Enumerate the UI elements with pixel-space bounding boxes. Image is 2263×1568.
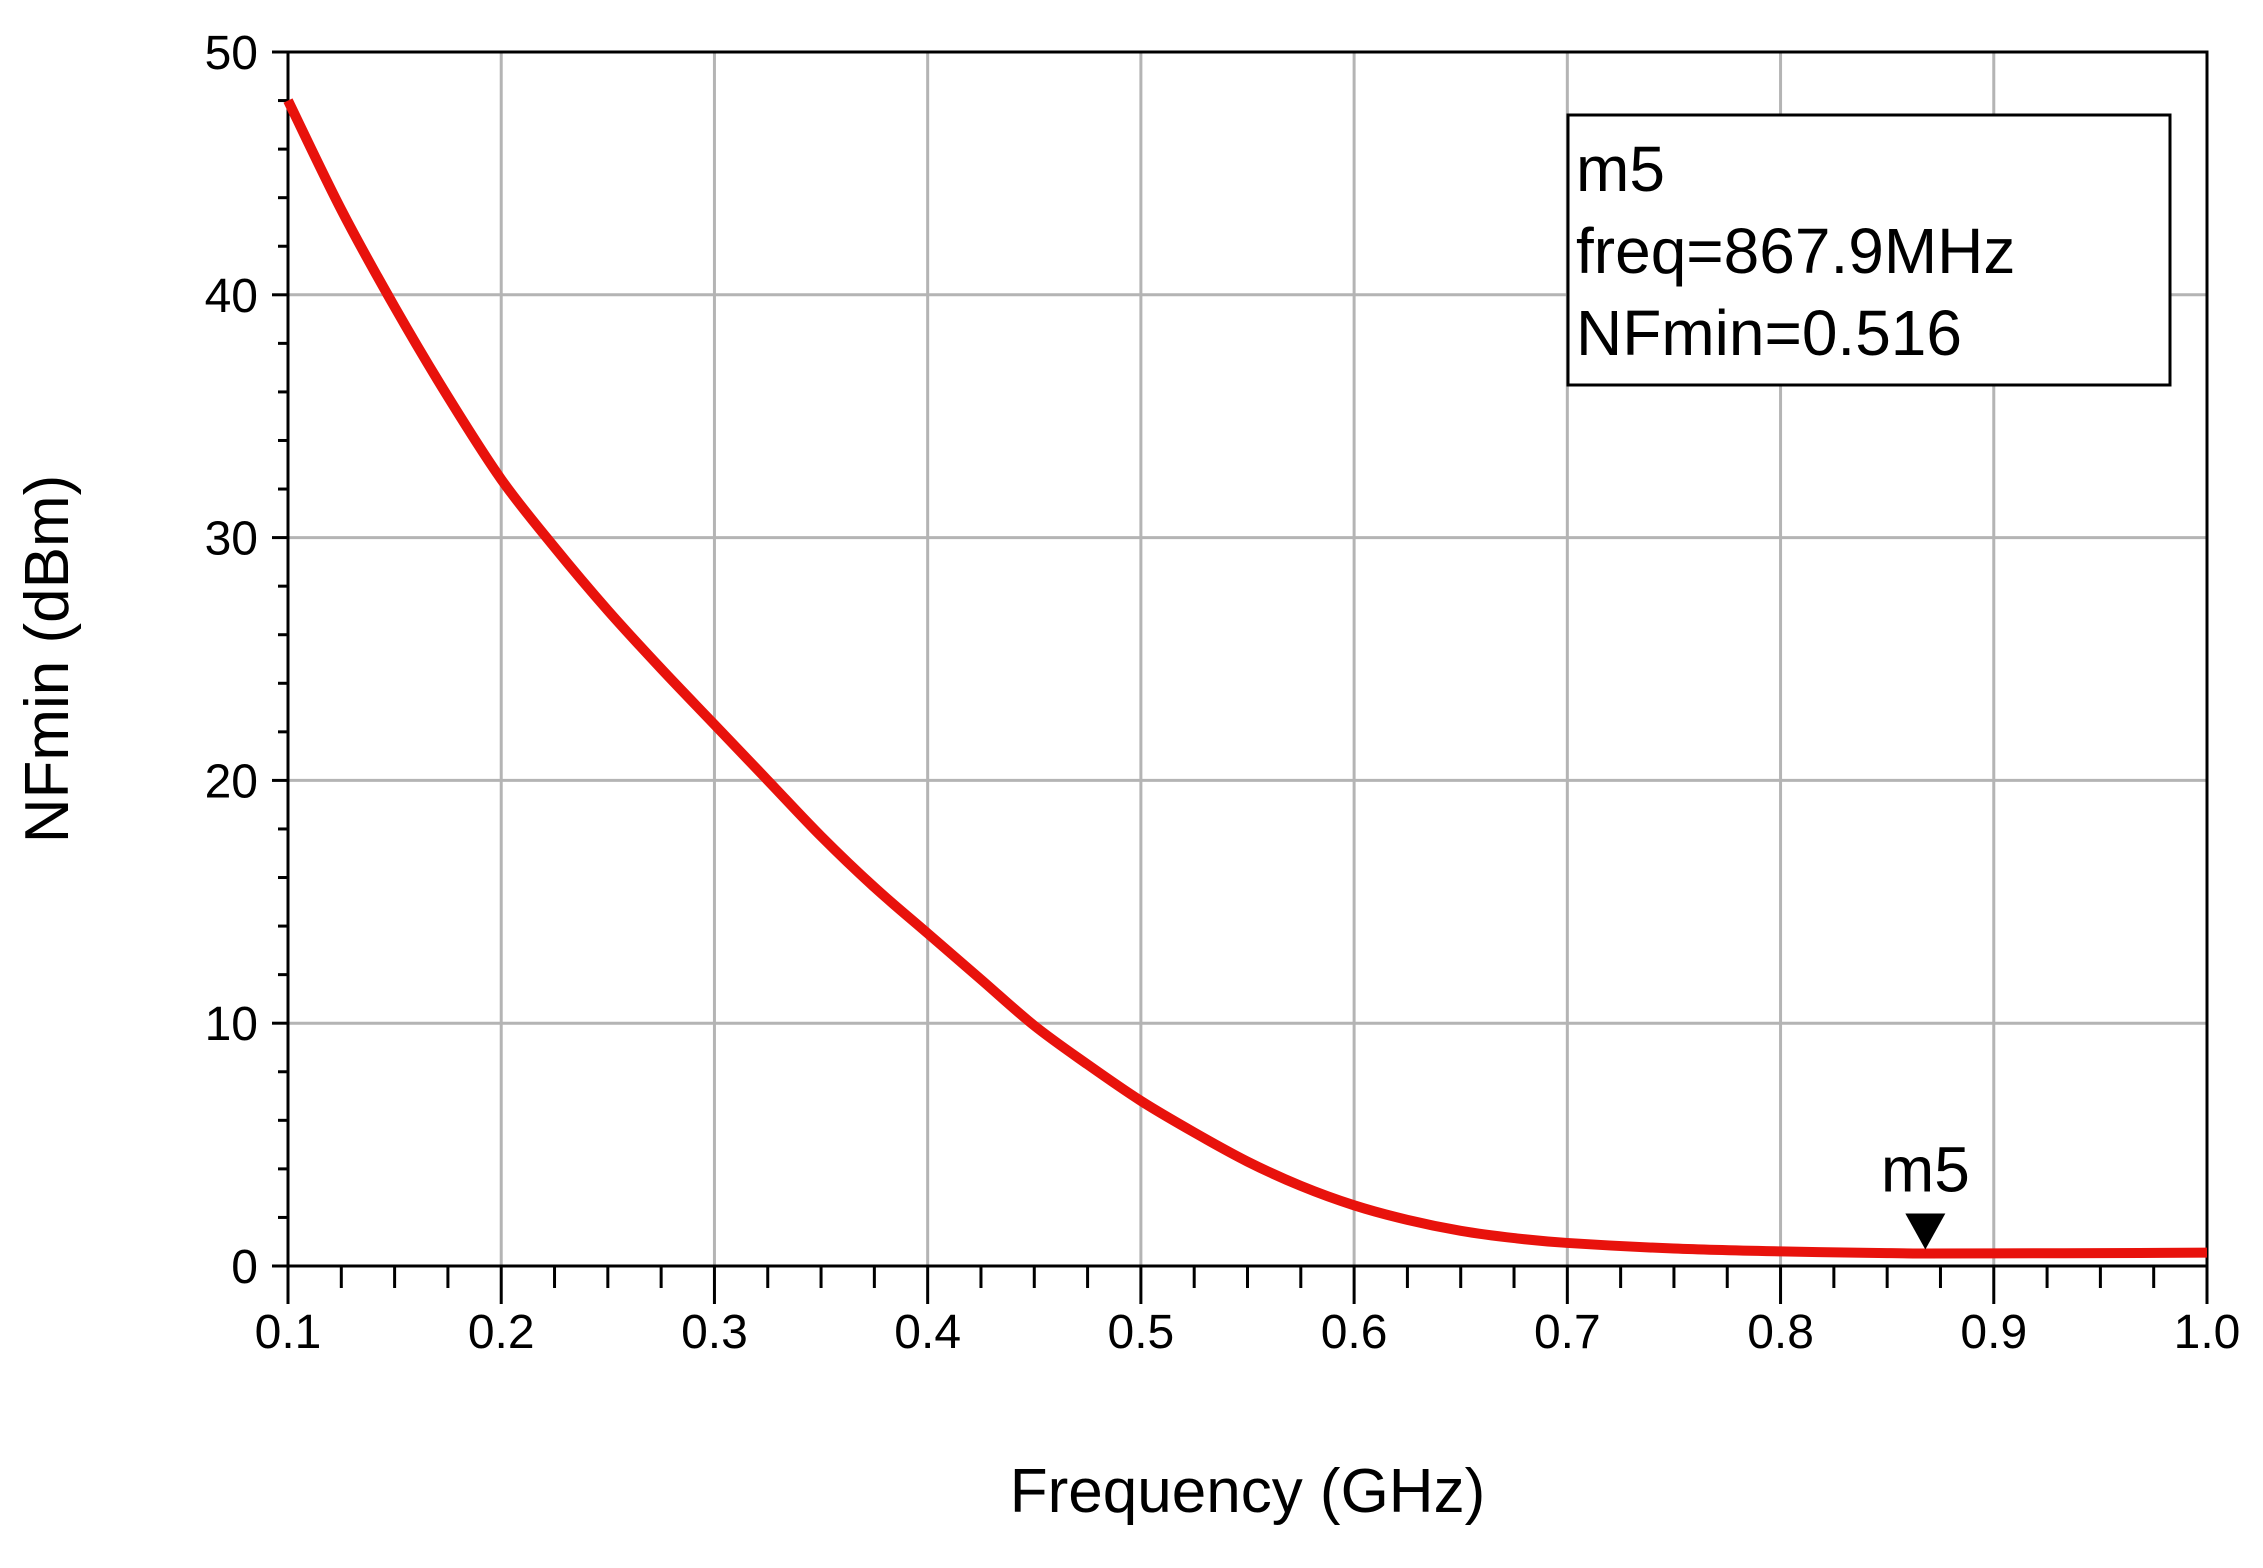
marker-readout-border bbox=[1566, 113, 2172, 387]
marker-readout-nfmin: NFmin=0.516 bbox=[1576, 297, 1962, 369]
y-tick-label: 20 bbox=[205, 755, 258, 808]
plot-frame bbox=[286, 50, 2209, 1268]
x-tick-label: 0.7 bbox=[1534, 1306, 1601, 1359]
marker-readout-name: m5 bbox=[1576, 133, 1665, 205]
x-tick-label: 1.0 bbox=[2174, 1306, 2241, 1359]
y-tick-label: 50 bbox=[205, 27, 258, 80]
marker-readout-box: m5 freq=867.9MHz NFmin=0.516 bbox=[1566, 113, 2172, 387]
y-tick-label: 0 bbox=[231, 1241, 258, 1294]
x-tick-label: 0.6 bbox=[1321, 1306, 1388, 1359]
x-tick-label: 0.4 bbox=[894, 1306, 961, 1359]
y-axis-title: NFmin (dBm) bbox=[13, 475, 82, 844]
marker-tag: m5 bbox=[1881, 1133, 1970, 1205]
y-tick-label: 10 bbox=[205, 998, 258, 1051]
x-tick-label: 0.2 bbox=[468, 1306, 535, 1359]
marker-readout-freq: freq=867.9MHz bbox=[1576, 215, 2015, 287]
marker-m5[interactable]: m5 bbox=[1881, 1133, 1970, 1250]
x-tick-label: 0.1 bbox=[255, 1306, 322, 1359]
y-tick-label: 30 bbox=[205, 513, 258, 566]
x-tick-label: 0.8 bbox=[1747, 1306, 1814, 1359]
marker-triangle-icon[interactable] bbox=[1905, 1213, 1946, 1250]
minor-ticks bbox=[272, 50, 2209, 1304]
x-tick-labels: 0.1 0.2 0.3 0.4 0.5 0.6 0.7 0.8 0.9 1.0 bbox=[255, 1306, 2241, 1359]
x-tick-label: 0.9 bbox=[1960, 1306, 2027, 1359]
y-tick-labels: 0 10 20 30 40 50 bbox=[205, 27, 258, 1294]
x-tick-label: 0.3 bbox=[681, 1306, 748, 1359]
series-layer bbox=[283, 98, 2208, 1259]
y-tick-label: 40 bbox=[205, 270, 258, 323]
series-line bbox=[283, 98, 2208, 1259]
x-axis-title: Frequency (GHz) bbox=[1010, 1457, 1485, 1526]
x-tick-label: 0.5 bbox=[1108, 1306, 1175, 1359]
